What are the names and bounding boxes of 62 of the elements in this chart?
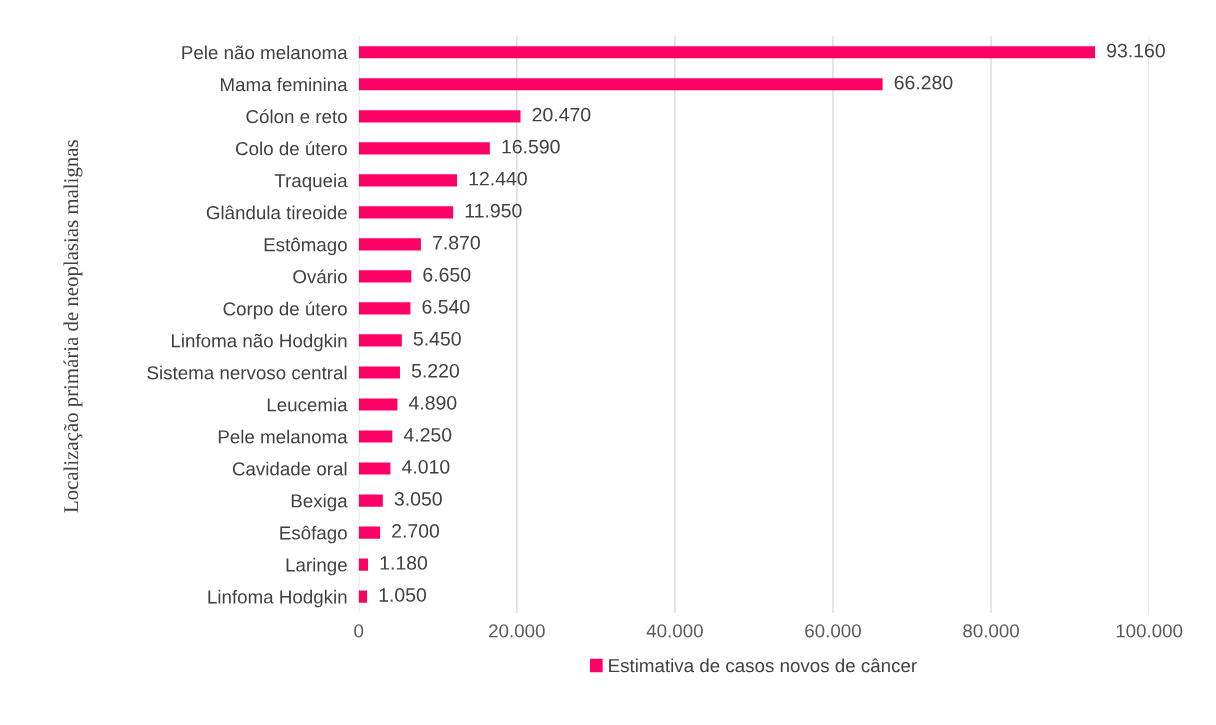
y-tick-label: Sistema nervoso central: [147, 365, 347, 380]
data-label: 12.440: [469, 171, 527, 186]
x-tick-label: 60.000: [805, 624, 861, 638]
data-label: 11.950: [465, 203, 522, 218]
bar: [358, 366, 400, 379]
bar: [358, 174, 458, 187]
legend-label: Estimativa de casos novos de câncer: [609, 658, 917, 673]
data-label: 2.700: [392, 524, 440, 538]
bar: [358, 206, 454, 219]
data-label: 1.050: [379, 588, 427, 602]
bar: [358, 78, 883, 91]
data-label: 4.890: [408, 395, 457, 410]
y-tick-label: Cólon e reto: [246, 109, 347, 124]
bar: [358, 494, 383, 507]
x-tick-label: 40.000: [646, 624, 703, 638]
x-tick-label: 100.000: [1116, 624, 1183, 638]
y-tick-label: Linfoma não Hodgkin: [171, 333, 347, 352]
bar: [358, 526, 381, 539]
data-label: 7.870: [433, 235, 480, 250]
data-label: 20.470: [532, 107, 591, 122]
y-tick-label: Cavidade oral: [232, 461, 347, 476]
y-tick-label: Glândula tireoide: [206, 205, 347, 220]
data-label: 4.010: [401, 459, 450, 474]
data-label: 16.590: [502, 139, 560, 154]
y-tick-label: Pele não melanoma: [182, 45, 348, 60]
y-axis-title: Localização primária de neoplasias malignas: [63, 140, 83, 513]
bar: [358, 302, 411, 315]
data-label: 6.540: [422, 299, 470, 314]
x-tick-label: 80.000: [963, 624, 1019, 638]
y-tick-label: Traqueia: [274, 173, 348, 192]
bar: [358, 270, 412, 283]
bar: [358, 46, 1096, 59]
data-label: 93.160: [1107, 43, 1165, 58]
bar: [358, 430, 393, 443]
y-tick-label: Mama feminina: [220, 77, 348, 92]
bar: [358, 558, 369, 571]
data-label: 4.250: [403, 427, 452, 442]
bar: [358, 334, 402, 347]
x-tick-label: 0: [354, 624, 364, 638]
y-tick-label: Ovário: [293, 269, 347, 284]
data-label: 5.220: [411, 363, 459, 378]
data-label: 3.050: [394, 492, 442, 506]
y-tick-label: Corpo de útero: [223, 301, 347, 320]
bar: [358, 238, 421, 251]
data-label: 1.180: [380, 556, 428, 570]
y-tick-label: Linfoma Hodgkin: [208, 589, 347, 608]
bar: [358, 110, 521, 123]
y-tick-label: Laringe: [286, 557, 347, 576]
data-label: 6.650: [423, 267, 471, 282]
bar: [358, 142, 490, 155]
data-label: 66.280: [894, 75, 953, 90]
y-tick-label: Esôfago: [280, 525, 347, 544]
bar: [358, 398, 398, 411]
x-tick-label: 20.000: [489, 624, 545, 638]
y-tick-label: Leucemia: [267, 397, 348, 412]
data-label: 5.450: [413, 331, 461, 346]
y-tick-label: Pele melanoma: [218, 429, 348, 444]
bar: [358, 590, 368, 603]
y-tick-label: Colo de útero: [236, 141, 347, 156]
y-tick-label: Bexiga: [291, 493, 348, 512]
bar: [358, 462, 391, 475]
y-tick-label: Estômago: [264, 237, 347, 256]
